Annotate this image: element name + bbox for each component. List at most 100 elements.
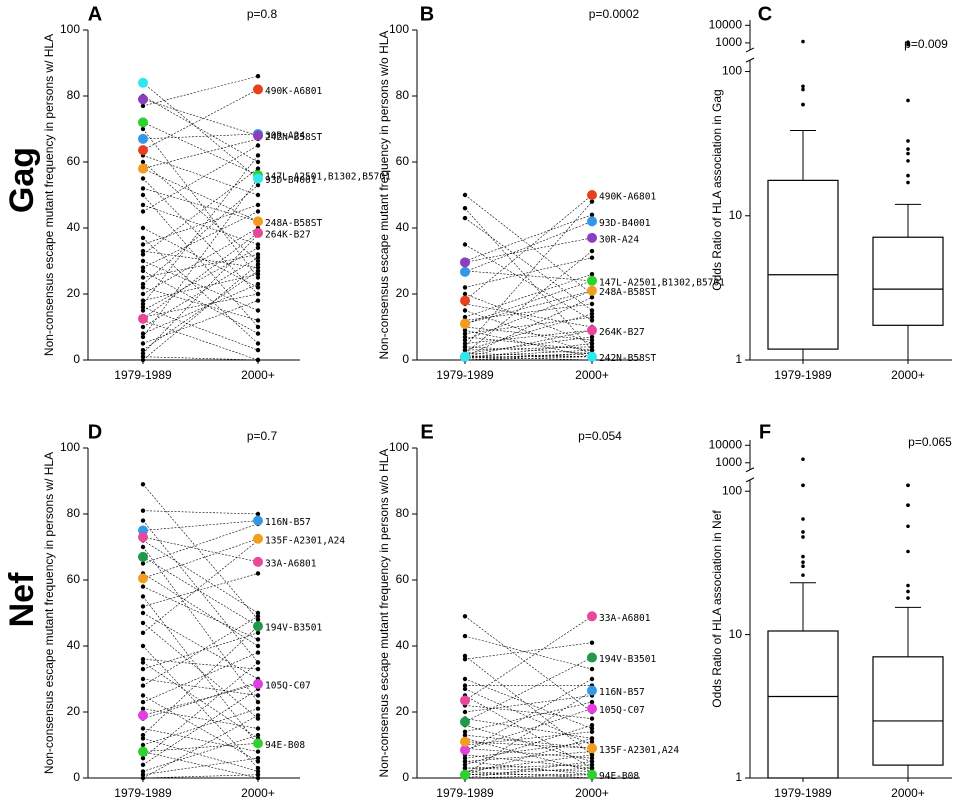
dot xyxy=(255,209,261,214)
flier xyxy=(801,530,805,534)
series-label: 33A-A6801 xyxy=(265,558,317,569)
y-tick-label: 100 xyxy=(389,440,409,454)
dot xyxy=(140,676,146,682)
dot xyxy=(462,347,468,353)
dot xyxy=(589,347,595,353)
highlight-dot xyxy=(587,285,597,296)
dot xyxy=(255,713,261,718)
highlight-dot xyxy=(253,533,263,544)
flier xyxy=(801,535,805,539)
y-tick-label: 0 xyxy=(402,352,409,366)
pair-line xyxy=(464,695,593,713)
series-label: 135F-A2301,A24 xyxy=(599,745,679,756)
series-label: 116N-B57 xyxy=(599,687,645,698)
y-tick-label: 60 xyxy=(67,154,81,168)
pair-line xyxy=(142,155,259,196)
pair-line xyxy=(142,270,259,334)
box xyxy=(767,179,839,350)
dot xyxy=(589,736,595,741)
y-tick-label: 1 xyxy=(735,770,742,784)
y-tick-label: 40 xyxy=(396,638,410,652)
dot xyxy=(255,765,261,771)
highlight-dot xyxy=(253,621,263,632)
dot xyxy=(255,637,261,642)
dot xyxy=(255,341,261,346)
highlight-dot xyxy=(587,703,597,714)
p-value: p=0.7 xyxy=(247,429,278,443)
y-tick-label: 10000 xyxy=(709,437,743,451)
y-tick-label: 1000 xyxy=(715,35,742,49)
dot xyxy=(255,693,261,698)
pair-line xyxy=(464,761,593,775)
pair-line xyxy=(142,178,259,338)
highlight-dot xyxy=(138,133,148,144)
series-label: 135F-A2301,A24 xyxy=(265,535,345,546)
dot xyxy=(462,308,468,313)
pair-line xyxy=(464,642,593,660)
pair-line xyxy=(142,161,259,262)
pair-line xyxy=(142,273,259,301)
y-tick-label: 100 xyxy=(722,64,742,78)
pair-line xyxy=(142,523,259,564)
dot xyxy=(462,633,468,639)
flier xyxy=(801,573,805,577)
box xyxy=(872,656,944,766)
pair-line xyxy=(142,145,259,212)
dot xyxy=(255,650,261,655)
pair-line xyxy=(142,695,259,762)
series-label: 93D-B4001 xyxy=(265,175,317,186)
y-tick-label: 0 xyxy=(402,770,409,784)
dot xyxy=(255,571,261,576)
highlight-dot xyxy=(253,130,263,141)
dot xyxy=(140,252,146,257)
flier xyxy=(801,483,805,488)
dot xyxy=(255,775,261,781)
dot xyxy=(140,693,146,698)
series-label: 33A-A6801 xyxy=(599,613,651,624)
dot xyxy=(140,762,146,767)
dot xyxy=(140,544,146,550)
highlight-dot xyxy=(138,77,148,88)
dot xyxy=(140,347,146,353)
dot xyxy=(255,285,261,290)
y-tick-label: 1 xyxy=(735,352,742,366)
dot xyxy=(589,255,595,260)
dot xyxy=(140,742,146,748)
highlight-dot xyxy=(138,551,148,562)
axis-break xyxy=(745,467,755,473)
pair-line xyxy=(464,635,593,670)
y-tick-label: 0 xyxy=(73,770,80,784)
pair-line xyxy=(142,757,259,775)
dot xyxy=(255,192,261,198)
pair-line xyxy=(464,754,593,772)
dot xyxy=(462,686,468,692)
y-axis-label: Non-consensus escape mutant frequency in… xyxy=(377,31,391,360)
series-line xyxy=(464,616,593,701)
highlight-dot xyxy=(460,695,470,706)
dot xyxy=(140,202,146,208)
pair-line xyxy=(142,138,259,169)
series-label: 147L-A2501,B1302,B5701 xyxy=(265,172,391,183)
pair-line xyxy=(142,774,259,779)
flier xyxy=(906,483,910,488)
dot xyxy=(589,318,595,323)
dot xyxy=(255,772,261,777)
series-line xyxy=(142,82,259,179)
series-label: 30R-A24 xyxy=(265,130,305,141)
pair-line xyxy=(464,313,593,351)
y-tick-label: 40 xyxy=(396,220,410,234)
dot xyxy=(140,604,146,609)
dot xyxy=(140,594,146,599)
dot xyxy=(255,252,261,257)
flier xyxy=(801,517,805,521)
dot xyxy=(255,732,261,738)
pair-line xyxy=(464,343,593,359)
pair-line xyxy=(464,774,593,779)
dot xyxy=(255,245,261,250)
pair-line xyxy=(142,227,259,295)
dot xyxy=(589,726,595,731)
dot xyxy=(255,182,261,188)
dot xyxy=(462,344,468,349)
series-line xyxy=(142,556,259,627)
axis-break xyxy=(745,57,755,63)
